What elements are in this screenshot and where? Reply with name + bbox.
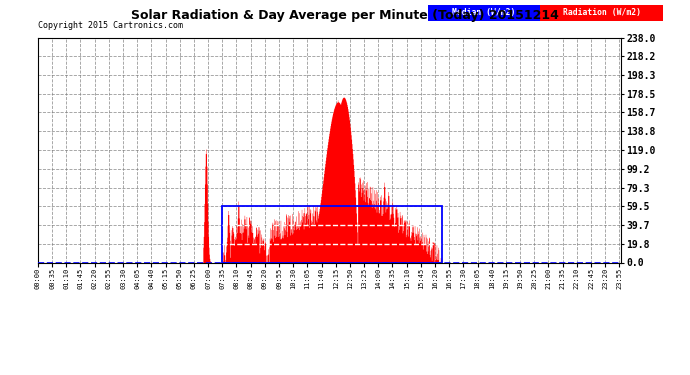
Text: Copyright 2015 Cartronics.com: Copyright 2015 Cartronics.com xyxy=(38,21,183,30)
Text: Solar Radiation & Day Average per Minute (Today) 20151214: Solar Radiation & Day Average per Minute… xyxy=(131,9,559,22)
Bar xyxy=(222,206,442,262)
Text: Median (W/m2): Median (W/m2) xyxy=(453,8,515,17)
Text: Radiation (W/m2): Radiation (W/m2) xyxy=(562,8,641,17)
